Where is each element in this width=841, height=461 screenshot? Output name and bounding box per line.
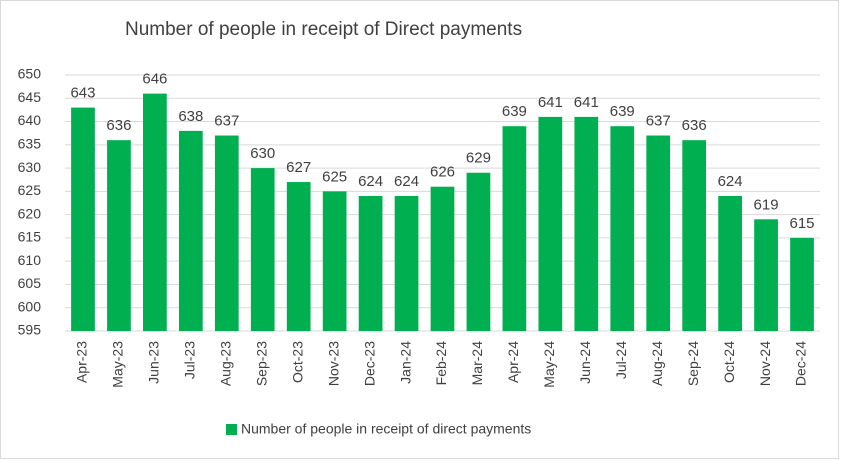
- data-label: 629: [466, 150, 491, 167]
- y-tick-label: 640: [18, 112, 42, 128]
- data-label: 615: [790, 215, 815, 232]
- data-label: 624: [358, 173, 383, 190]
- data-label: 636: [682, 117, 707, 134]
- bar: [574, 116, 599, 332]
- data-label: 627: [286, 159, 311, 176]
- x-tick-label: Nov-24: [757, 341, 773, 386]
- bar: [322, 191, 347, 331]
- x-tick-label: Aug-24: [649, 341, 665, 386]
- y-tick-label: 625: [18, 182, 42, 198]
- x-tick-label: Sep-24: [685, 341, 701, 386]
- data-label: 624: [718, 173, 743, 190]
- legend-label: Number of people in receipt of direct pa…: [241, 421, 531, 437]
- bar: [646, 135, 671, 331]
- bar: [610, 126, 635, 331]
- x-tick-label: May-23: [110, 341, 126, 388]
- bar: [394, 196, 419, 331]
- data-label: 625: [322, 168, 347, 185]
- x-tick-label: Jan-24: [397, 341, 413, 384]
- bar: [430, 186, 455, 331]
- bar: [538, 116, 563, 332]
- data-label: 637: [214, 112, 239, 129]
- data-label: 619: [754, 196, 779, 213]
- data-label: 626: [430, 164, 455, 181]
- y-tick-label: 595: [18, 322, 42, 338]
- chart-title: Number of people in receipt of Direct pa…: [125, 19, 522, 40]
- y-tick-label: 635: [18, 136, 42, 152]
- legend-swatch: [226, 424, 237, 435]
- x-tick-label: Jun-24: [577, 341, 593, 384]
- data-label: 624: [394, 173, 419, 190]
- bar: [214, 135, 239, 331]
- x-tick-label: Jun-23: [146, 341, 162, 384]
- bar: [71, 107, 95, 331]
- bar: [250, 168, 275, 331]
- x-tick-label: Mar-24: [469, 341, 485, 386]
- bar: [286, 182, 311, 331]
- x-tick-label: Oct-23: [289, 341, 305, 383]
- y-tick-label: 630: [18, 159, 42, 175]
- bar: [466, 172, 491, 331]
- x-tick-label: Dec-24: [793, 341, 809, 386]
- y-tick-label: 615: [18, 229, 42, 245]
- bar: [107, 140, 131, 331]
- x-tick-label: Oct-24: [721, 341, 737, 383]
- x-tick-label: Apr-24: [505, 341, 521, 383]
- data-label: 641: [538, 94, 563, 111]
- data-label: 646: [142, 71, 167, 88]
- x-tick-label: Apr-23: [74, 341, 90, 383]
- x-tick-label: Sep-23: [253, 341, 269, 386]
- y-tick-label: 605: [18, 275, 42, 291]
- data-label: 639: [610, 103, 635, 120]
- data-label: 637: [646, 112, 671, 129]
- bar: [143, 93, 167, 331]
- y-tick-label: 645: [18, 89, 42, 105]
- bar: [718, 196, 742, 331]
- bar: [358, 196, 383, 331]
- x-tick-label: Feb-24: [433, 341, 449, 386]
- bar: [178, 130, 203, 331]
- y-tick-label: 600: [18, 298, 42, 314]
- data-label: 641: [574, 94, 599, 111]
- x-tick-label: Dec-23: [361, 341, 377, 386]
- bar: [754, 219, 778, 331]
- bar: [682, 140, 707, 331]
- bar: [502, 126, 527, 331]
- x-tick-label: Jul-23: [182, 341, 198, 379]
- data-label: 630: [250, 145, 275, 162]
- bar: [790, 237, 814, 331]
- x-tick-label: Nov-23: [325, 341, 341, 386]
- data-label: 636: [106, 117, 131, 134]
- y-tick-label: 620: [18, 205, 42, 221]
- x-tick-label: Jul-24: [613, 341, 629, 379]
- data-label: 638: [178, 108, 203, 125]
- x-tick-label: Aug-23: [217, 341, 233, 386]
- y-tick-label: 650: [18, 66, 42, 82]
- y-tick-label: 610: [18, 252, 42, 268]
- data-label: 643: [70, 85, 95, 102]
- data-label: 639: [502, 103, 527, 120]
- x-tick-label: May-24: [541, 341, 557, 388]
